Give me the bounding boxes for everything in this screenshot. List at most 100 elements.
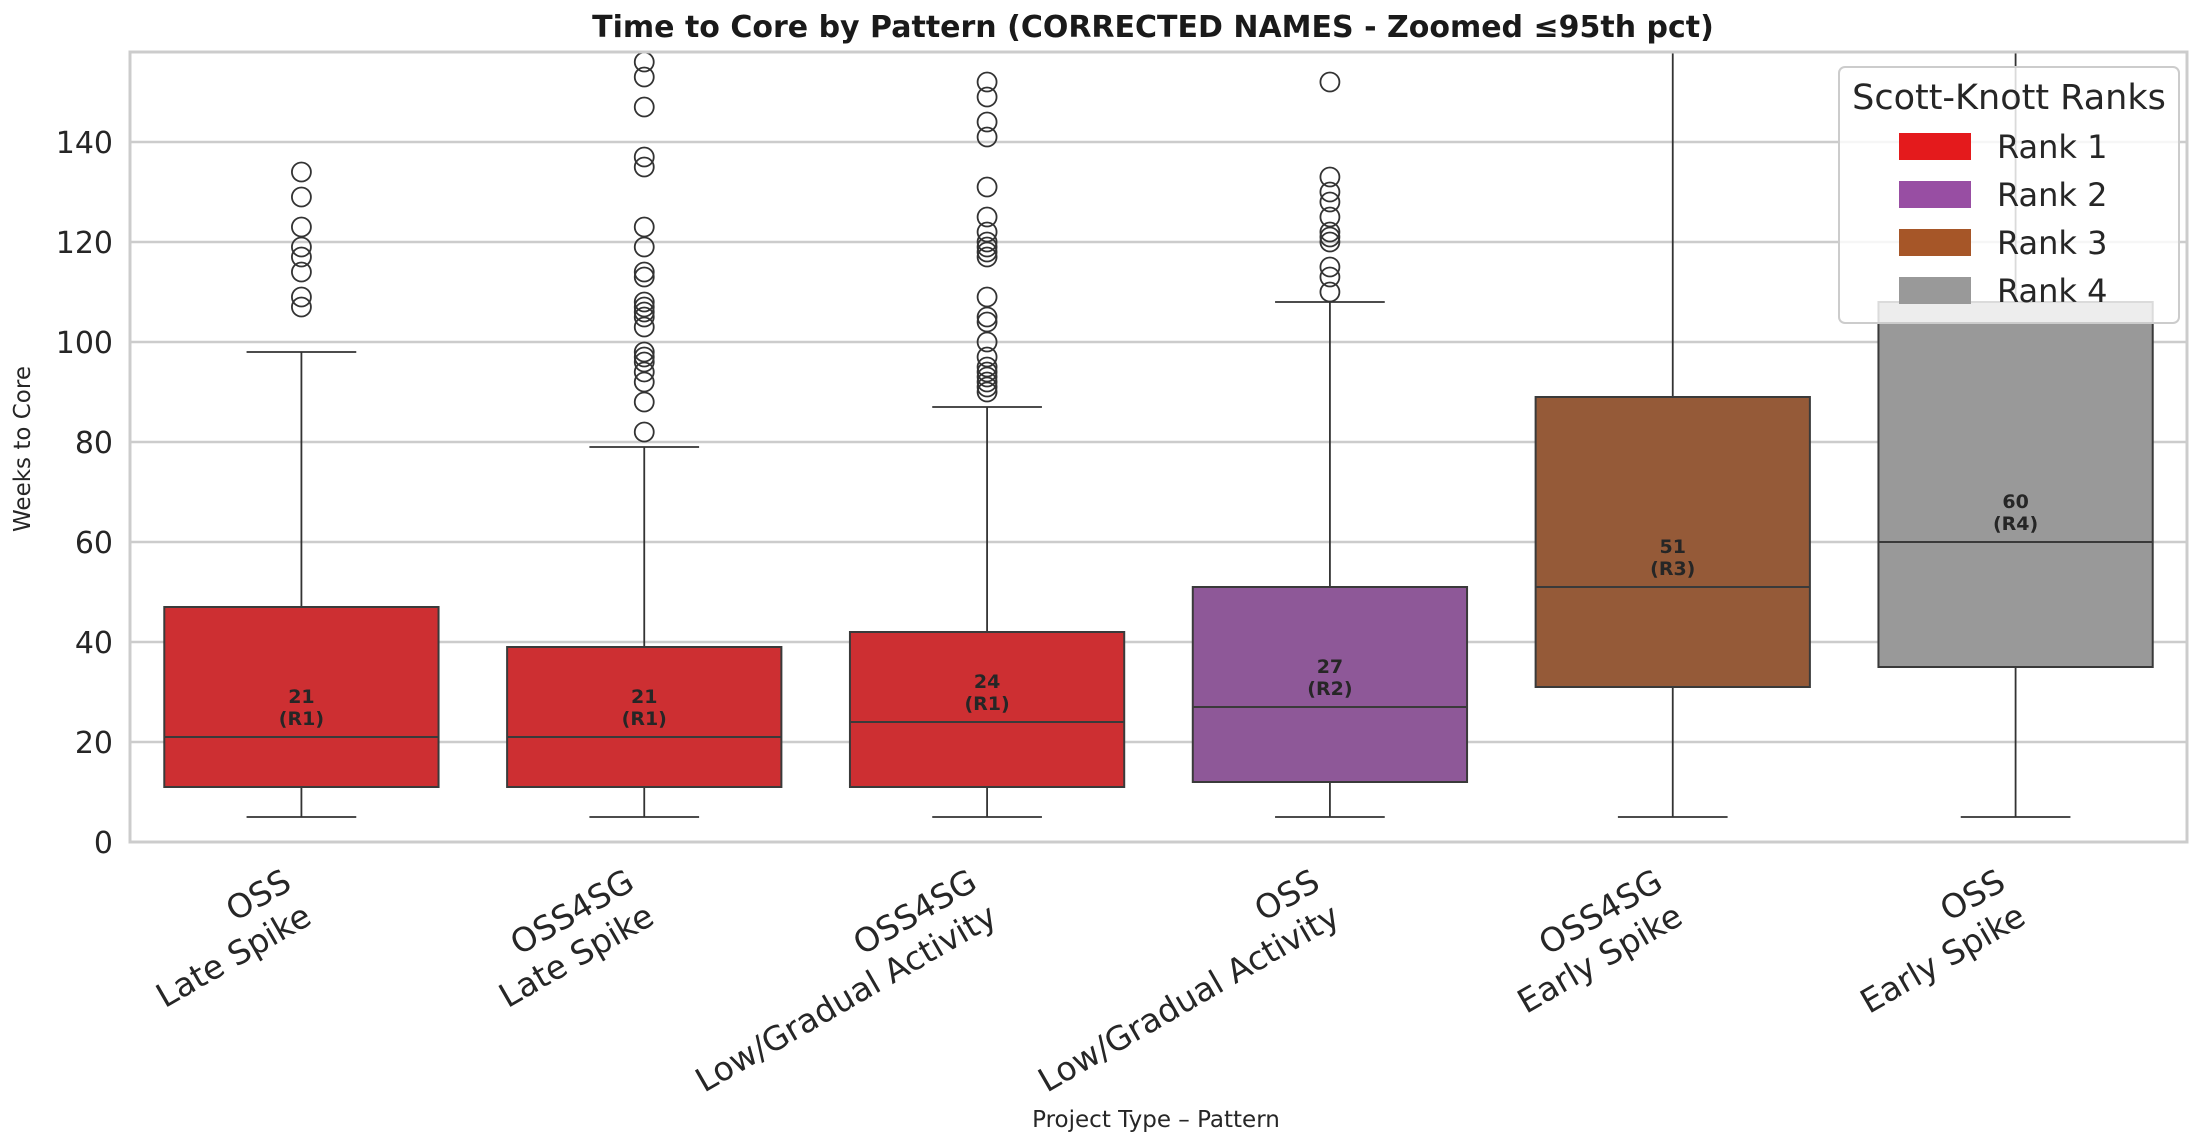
y-tick-label: 80: [75, 426, 113, 461]
outlier-point: [633, 421, 655, 443]
median-value-label: 21: [288, 686, 314, 708]
legend: Scott-Knott Ranks Rank 1 Rank 2 Rank 3 Rank …: [1838, 66, 2180, 324]
outlier-point: [633, 346, 655, 368]
outlier-point: [1319, 206, 1341, 228]
y-tick-label: 20: [75, 726, 113, 761]
outlier-point: [976, 306, 998, 328]
box-iqr: [848, 631, 1126, 788]
outlier-point: [633, 291, 655, 313]
grid-lines: [130, 140, 2187, 844]
legend-entry-label: Rank 3: [1997, 224, 2107, 262]
outlier-point: [1319, 281, 1341, 303]
x-tick-line2: Low/Gradual Activity: [1031, 896, 1345, 1100]
outlier-point: [633, 156, 655, 178]
box-group: 21(R1): [163, 161, 440, 818]
outlier-point: [633, 296, 655, 318]
box-iqr: [1534, 396, 1811, 688]
box-iqr: [1191, 586, 1469, 783]
outlier-point: [1319, 231, 1341, 253]
box-group: 24(R1): [848, 71, 1126, 818]
outlier-point: [291, 286, 312, 308]
outlier-point: [976, 246, 998, 268]
rank-label: (R1): [279, 708, 324, 730]
outlier-point: [976, 376, 998, 398]
outlier-point: [633, 391, 655, 413]
outlier-point: [291, 236, 312, 258]
outlier-point: [976, 111, 998, 133]
y-tick-label: 140: [56, 126, 113, 161]
outlier-point: [291, 161, 312, 183]
x-tick-line2: Early Spike: [1853, 896, 2031, 1021]
outlier-point: [633, 351, 655, 373]
outlier-point: [1319, 191, 1341, 213]
outlier-point: [633, 341, 655, 363]
box-iqr: [506, 646, 783, 788]
outlier-point: [633, 146, 655, 168]
outlier-point: [976, 381, 998, 403]
legend-swatch: [1899, 181, 1971, 208]
box-iqr: [163, 606, 440, 788]
box-group: 21(R1): [506, 51, 783, 818]
outlier-point: [1319, 181, 1341, 203]
outlier-point: [633, 51, 655, 73]
outlier-point: [633, 96, 655, 118]
y-tick-label: 40: [75, 626, 113, 661]
outlier-point: [976, 356, 998, 378]
plot-frame: [128, 50, 2189, 844]
y-axis-label: Weeks to Core: [10, 366, 36, 532]
outlier-point: [1319, 221, 1341, 243]
outlier-point: [291, 261, 312, 283]
outlier-point: [633, 371, 655, 393]
x-tick-line2: Low/Gradual Activity: [689, 896, 1003, 1100]
median-value-label: 21: [631, 686, 657, 708]
box-group: 27(R2): [1191, 71, 1469, 818]
outlier-point: [1319, 226, 1341, 248]
y-tick-label: 0: [94, 826, 113, 861]
box-group: 51(R3): [1534, 52, 1811, 818]
legend-entry-label: Rank 2: [1997, 176, 2107, 214]
box-iqr: [1877, 301, 2154, 668]
outlier-point: [976, 361, 998, 383]
legend-swatch: [1899, 133, 1971, 160]
outlier-point: [1319, 256, 1341, 278]
legend-swatch: [1899, 229, 1971, 256]
y-axis-ticks: 0 20 40 60 80 100 120 140: [56, 126, 113, 861]
y-tick-label: 120: [56, 226, 113, 261]
chart-title: Time to Core by Pattern (CORRECTED NAMES…: [592, 10, 1714, 45]
outlier-point: [633, 236, 655, 258]
outlier-point: [976, 231, 998, 253]
outlier-point: [633, 266, 655, 288]
median-value-label: 51: [1660, 536, 1686, 558]
rank-label: (R2): [1307, 678, 1352, 700]
outlier-point: [976, 331, 998, 353]
y-tick-label: 100: [56, 326, 113, 361]
outlier-point: [976, 371, 998, 393]
legend-swatch: [1899, 277, 1971, 304]
outlier-point: [976, 221, 998, 243]
outlier-point: [976, 126, 998, 148]
outlier-point: [633, 261, 655, 283]
rank-label: (R4): [1993, 513, 2038, 535]
median-value-label: 60: [2002, 491, 2028, 513]
legend-frame: [1838, 66, 2180, 324]
outlier-point: [291, 246, 312, 268]
outlier-point: [976, 286, 998, 308]
outlier-point: [291, 296, 312, 318]
legend-entry-label: Rank 1: [1997, 128, 2107, 166]
outlier-point: [633, 316, 655, 338]
y-tick-label: 60: [75, 526, 113, 561]
outlier-point: [1319, 71, 1341, 93]
x-axis-label: Project Type – Pattern: [1032, 1107, 1280, 1133]
outlier-point: [976, 346, 998, 368]
outlier-point: [976, 241, 998, 263]
outlier-point: [633, 216, 655, 238]
outlier-point: [633, 306, 655, 328]
rank-label: (R1): [964, 693, 1009, 715]
